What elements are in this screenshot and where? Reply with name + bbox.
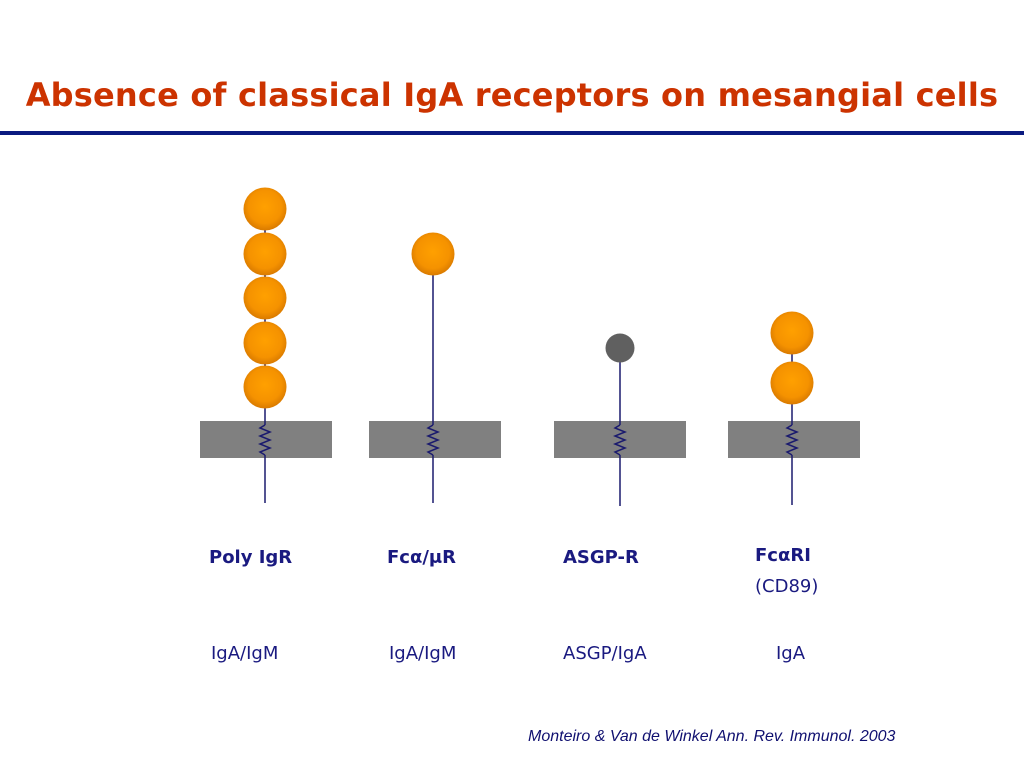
receptor-label-fcari: FcαRI (755, 545, 811, 566)
receptor-label-polyigr: Poly IgR (209, 547, 293, 568)
ligand-label-fcamur: IgA/IgM (389, 643, 457, 664)
ig-domain-icon (770, 311, 814, 355)
ig-domain-icon (243, 276, 287, 320)
lectin-domain-icon (605, 333, 635, 363)
ig-domain-icon (243, 187, 287, 231)
transmembrane-coil-icon (612, 424, 628, 456)
membrane-segment-asgpr (554, 421, 686, 458)
ig-domain-icon (411, 232, 455, 276)
ligand-label-polyigr: IgA/IgM (211, 643, 279, 664)
transmembrane-coil-icon (784, 424, 800, 456)
receptor-fcamur (411, 232, 455, 503)
receptor-fcari (770, 311, 814, 505)
title-divider (0, 131, 1024, 135)
slide-title: Absence of classical IgA receptors on me… (25, 76, 999, 114)
cell-membrane (200, 421, 860, 458)
receptor-label-fcamur: Fcα/μR (387, 547, 457, 568)
membrane-segment-polyigr (200, 421, 332, 458)
receptor-asgpr (605, 333, 635, 506)
receptor-sublabel-cd89: (CD89) (755, 576, 819, 597)
receptor-label-asgpr: ASGP-R (563, 547, 639, 568)
citation: Monteiro & Van de Winkel Ann. Rev. Immun… (528, 728, 896, 745)
ig-domain-icon (243, 321, 287, 365)
ig-domain-icon (770, 361, 814, 405)
ig-domain-icon (243, 232, 287, 276)
receptor-polyigr (243, 187, 287, 503)
ligand-label-asgpr: ASGP/IgA (563, 643, 647, 664)
ig-domain-icon (243, 365, 287, 409)
transmembrane-coil-icon (425, 424, 441, 456)
ligand-label-fcari: IgA (776, 643, 806, 664)
transmembrane-coil-icon (257, 424, 273, 456)
